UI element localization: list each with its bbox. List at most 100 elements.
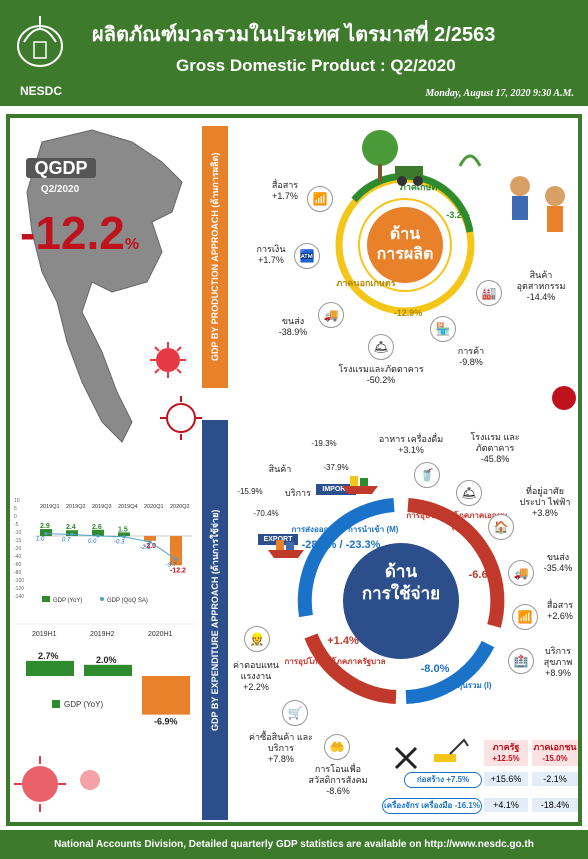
sa-data-label: 0.7: [62, 537, 71, 543]
legend-yoy-swatch: [42, 596, 50, 602]
shop-icon: 🏪: [430, 316, 456, 342]
half-year-chart-svg: 2019H1 2.7% 2019H2 2.0% 2020H1 -6.9% GDP (YoY): [16, 623, 194, 727]
y-tick-label: -60: [14, 562, 21, 568]
sa-data-label: -0.3: [114, 540, 125, 546]
yoy-data-label: 2.4: [66, 524, 76, 531]
qgdp-label: QGDP: [26, 158, 96, 178]
welfare-hands-icon: 🤲: [324, 734, 350, 760]
virus-icon: [150, 342, 186, 378]
legend-label: GDP (YoY): [64, 700, 103, 709]
y-tick-label: 5: [14, 506, 17, 512]
agriculture-illustration-icon: [362, 130, 565, 232]
sa-data-label: -9.7: [166, 562, 177, 568]
hotel-bell-icon: 🛎: [456, 480, 482, 506]
tbl-row-machinery-label: เครื่องจักร เครื่องมือ -16.1%: [382, 798, 482, 814]
nesdc-logo-icon: [17, 16, 63, 67]
trade-services-m: -37.9%: [323, 463, 349, 472]
quarterly-chart: 10 5 0 -5 -10 -15 -20 -40 -60 -80 -100 -120 -140 2019…: [12, 494, 198, 610]
gov-value: +1.4%: [327, 635, 359, 647]
legend-swatch: [52, 700, 60, 708]
trade-services-name: บริการ: [285, 488, 311, 498]
legend-sa-label: GDP (QoQ SA): [107, 598, 148, 604]
wifi-icon: 📶: [307, 186, 333, 212]
prod-item-hotel: โรงแรมและภัตตาคาร -50.2%: [338, 364, 424, 385]
cargo-ship-icon: [268, 540, 304, 558]
tools-icon: [394, 746, 418, 770]
invest-label: การลงทุนรวม (I): [434, 681, 492, 690]
tbl-row-construction-label: ก่อสร้าง +7.5%: [404, 772, 482, 788]
cons-item-hotel: โรงแรม และภัตตาคาร -45.8%: [470, 432, 520, 464]
export-tag: EXPORT: [258, 534, 298, 545]
legend-yoy-label: GDP (YoY): [53, 598, 82, 604]
prod-item-industry: สินค้าอุตสาหกรรม -14.4%: [516, 270, 566, 302]
hospital-icon: 🏥: [508, 648, 534, 674]
tbl-row-machinery-pri: -18.4%: [532, 798, 578, 812]
truck-icon-2: 🚚: [508, 560, 534, 586]
expenditure-center-l1: ด้าน: [384, 562, 418, 581]
y-tick-label: -120: [14, 586, 24, 592]
y-tick-label: -40: [14, 554, 21, 560]
period-label: 2019H1: [32, 631, 57, 638]
y-tick-label: -10: [14, 530, 21, 536]
tbl-header-gov-val: +12.5%: [484, 752, 528, 766]
factory-icon: 🏭: [476, 280, 502, 306]
sa-line: [45, 533, 177, 560]
quarterly-chart-svg: 10 5 0 -5 -10 -15 -20 -40 -60 -80 -100 -120 -140 2019…: [14, 498, 192, 604]
sa-data-label: 0.0: [88, 539, 97, 545]
cons-item-health: บริการ สุขภาพ +8.9%: [543, 646, 573, 678]
cargo-ship-icon-2: [342, 476, 378, 494]
trade-goods-x: -15.9%: [237, 487, 263, 496]
gov-item-welfare: การโอนเพื่อ สวัสดิการสังคม -8.6%: [308, 764, 368, 796]
cons-item-housing: ที่อยู่อาศัย ประปา ไฟฟ้า +3.8%: [519, 486, 571, 518]
qgdp-quarter: Q2/2020: [40, 184, 80, 195]
expenditure-side-label: GDP BY EXPENDITURE APPROACH (ด้านการใช้จ…: [202, 420, 228, 820]
nonagri-value: -12.9%: [393, 308, 423, 318]
half-data-label: 2.7%: [38, 651, 59, 661]
quarter-label: 2020Q2: [170, 504, 190, 510]
worker-icon: 👷: [244, 626, 270, 652]
nonagri-label: ภาคนอกเกษตร: [336, 278, 396, 288]
sa-data-label: 1.0: [36, 537, 45, 543]
excavator-icon: [434, 738, 469, 762]
agri-value: -3.2%: [446, 210, 470, 220]
content-frame: [6, 114, 582, 826]
y-tick-label: 0: [14, 514, 17, 520]
tbl-header-pri-val: -15.0%: [532, 752, 578, 766]
tbl-row-construction-gov: +15.6%: [484, 772, 528, 786]
prod-item-trade: การค้า -9.8%: [457, 346, 485, 367]
production-center-l2: การผลิต: [376, 246, 434, 263]
qgdp-unit: %: [124, 236, 140, 253]
qgdp-value-box: -12.2%: [20, 206, 180, 266]
y-tick-label: 10: [14, 498, 20, 504]
shopping-icon: 🛒: [282, 700, 308, 726]
expenditure-ring: [297, 498, 505, 704]
yoy-data-label: 1.5: [118, 526, 128, 533]
half-year-chart: 2019H1 2.7% 2019H2 2.0% 2020H1 -6.9% GDP (YoY): [12, 622, 198, 742]
quarter-label: 2019Q3: [92, 504, 112, 510]
sa-data-label: -2.5: [140, 545, 151, 551]
production-side-label: GDP BY PRODUCTION APPROACH (ด้านการผลิต): [202, 126, 228, 388]
gov-item-labor: ค่าตอบแทน แรงงาน +2.2%: [233, 660, 279, 692]
prod-item-transport: ขนส่ง -38.9%: [278, 316, 308, 337]
yoy-data-label: -12.2: [170, 567, 186, 574]
yoy-data-label: 2.9: [40, 523, 50, 530]
production-center-l1: ด้าน: [389, 226, 421, 243]
house-icon: 🏠: [488, 514, 514, 540]
trade-goods-m: -19.3%: [311, 439, 337, 448]
half-bar: [142, 676, 190, 715]
half-data-label: -6.9%: [154, 717, 178, 727]
yoy-data-label: 2.6: [92, 524, 102, 531]
virus-icon-4: [80, 770, 100, 790]
yoy-bar: [144, 536, 156, 541]
yoy-data-label: -2.0: [144, 543, 156, 550]
half-bar: [26, 660, 74, 676]
page-title-en: Gross Domestic Product : Q2/2020: [176, 56, 456, 75]
export-import-label: การส่งออก (X) / การนำเข้า (M): [291, 525, 399, 534]
agri-label: ภาคเกษตร: [399, 182, 443, 192]
invest-value: -8.0%: [420, 663, 450, 675]
cons-item-transport: ขนส่ง -35.4%: [543, 552, 573, 573]
sa-point: [44, 532, 48, 536]
footer-note: National Accounts Division, Detailed qua…: [0, 830, 588, 859]
gov-label: การอุปโภคบริโภคภาครัฐบาล (G): [284, 657, 386, 677]
org-label: NESDC: [20, 84, 63, 98]
